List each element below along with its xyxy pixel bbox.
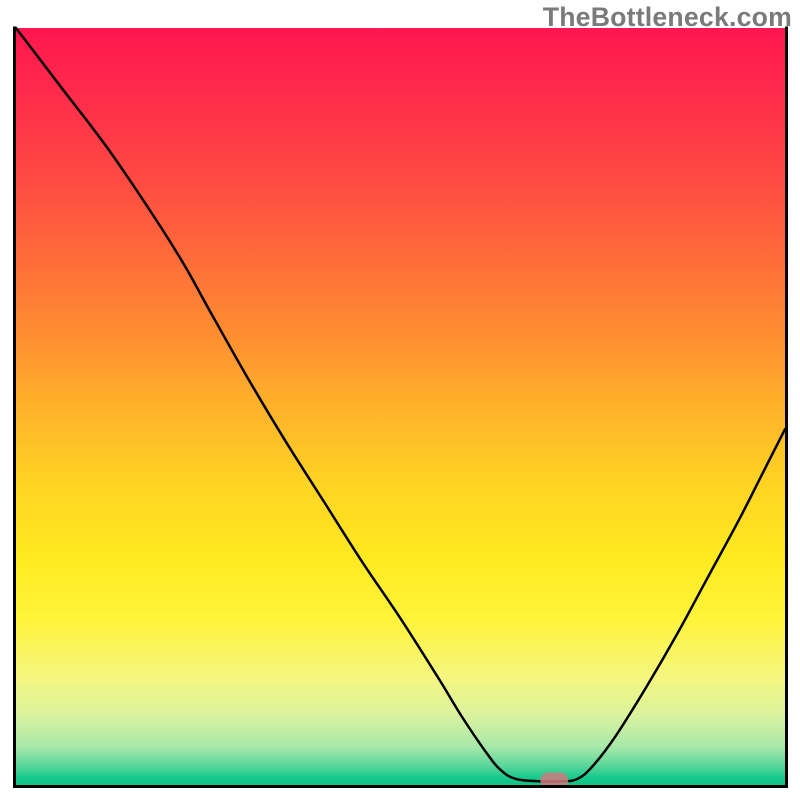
- bottleneck-curve-chart: [13, 25, 788, 788]
- chart-background: [16, 28, 785, 785]
